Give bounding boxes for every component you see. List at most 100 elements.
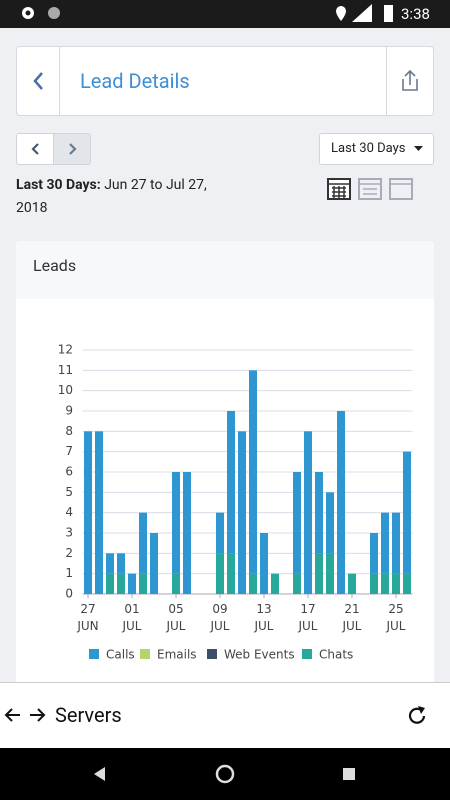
y-tick-label: 3 bbox=[65, 526, 73, 540]
x-tick-label-line: JUL bbox=[253, 619, 273, 633]
prev-button[interactable] bbox=[16, 133, 54, 165]
bar-segment bbox=[183, 472, 191, 594]
bar-segment bbox=[304, 431, 312, 594]
x-tick-label-line: 13 bbox=[256, 602, 271, 616]
x-tick-label-line: 01 bbox=[124, 602, 139, 616]
bar-segment bbox=[271, 573, 279, 594]
bar-segment bbox=[117, 553, 125, 574]
bar-segment bbox=[128, 573, 136, 594]
x-tick-label-line: JUL bbox=[297, 619, 317, 633]
status-icons bbox=[22, 4, 393, 22]
x-tick-label-line: 05 bbox=[168, 602, 183, 616]
bar-segment bbox=[326, 553, 334, 594]
bar-segment bbox=[172, 472, 180, 574]
x-tick-label-line: JUL bbox=[385, 619, 405, 633]
x-tick-label: 01 JUL bbox=[121, 602, 141, 633]
bar-segment bbox=[370, 533, 378, 574]
legend-label: Web Events bbox=[224, 648, 295, 662]
y-tick-label: 5 bbox=[65, 485, 73, 499]
bar-segment bbox=[139, 573, 147, 594]
bar-segment bbox=[216, 512, 224, 554]
y-tick-label: 0 bbox=[65, 587, 73, 601]
legend-label: Calls bbox=[106, 648, 135, 662]
legend-label: Emails bbox=[157, 648, 197, 662]
bar-segment bbox=[403, 451, 411, 574]
legend-swatch bbox=[140, 649, 150, 659]
bar-segment bbox=[315, 553, 323, 594]
home-key[interactable] bbox=[215, 764, 235, 784]
bar-segment bbox=[227, 411, 235, 554]
bar-segment bbox=[348, 573, 356, 594]
clock: 3:38 bbox=[401, 5, 430, 23]
nav-bar bbox=[0, 748, 450, 800]
x-tick-label-line: 27 bbox=[80, 602, 95, 616]
x-tick-label: 05 JUL bbox=[165, 602, 185, 633]
bar-segment bbox=[293, 573, 301, 594]
bar-segment bbox=[216, 553, 224, 594]
y-tick-label: 12 bbox=[58, 343, 73, 357]
y-tick-label: 4 bbox=[65, 505, 73, 519]
recents-key[interactable] bbox=[343, 768, 355, 780]
page-title: Lead Details bbox=[80, 69, 190, 93]
y-tick-label: 2 bbox=[65, 546, 73, 560]
y-tick-label: 1 bbox=[65, 566, 73, 580]
legend-label: Chats bbox=[319, 648, 353, 662]
back-key[interactable] bbox=[94, 767, 105, 781]
x-tick-label-line: JUL bbox=[121, 619, 141, 633]
x-tick-label: 09 JUL bbox=[209, 602, 229, 633]
bar-segment bbox=[249, 573, 257, 594]
header-card: Lead Details bbox=[16, 46, 434, 116]
y-tick-label: 9 bbox=[65, 404, 73, 418]
bar-segment bbox=[150, 533, 158, 594]
x-tick-label: 21 JUL bbox=[341, 602, 361, 633]
x-tick-label-line: JUN bbox=[76, 619, 98, 633]
bar-segment bbox=[370, 573, 378, 594]
x-tick-label-line: 09 bbox=[212, 602, 227, 616]
bar-segment bbox=[381, 512, 389, 574]
bar-segment bbox=[106, 573, 114, 594]
bar-segment bbox=[403, 573, 411, 594]
bar-segment bbox=[172, 573, 180, 594]
legend-swatch bbox=[302, 649, 312, 659]
x-tick-label: 13 JUL bbox=[253, 602, 273, 633]
y-tick-label: 7 bbox=[65, 444, 73, 458]
share-button[interactable] bbox=[386, 47, 433, 115]
date-range: Last 30 Days: Jun 27 to Jul 27, 2018 bbox=[16, 174, 226, 220]
bar-segment bbox=[337, 411, 345, 594]
date-range-value: Jun 27 to Jul 27, 2018 bbox=[16, 177, 207, 216]
bar-segment bbox=[227, 553, 235, 594]
bar-segment bbox=[106, 553, 114, 574]
bar-segment bbox=[293, 472, 301, 574]
range-dropdown[interactable]: Last 30 Days bbox=[319, 133, 434, 165]
x-tick-label-line: 17 bbox=[300, 602, 315, 616]
bar-segment bbox=[260, 533, 268, 594]
y-tick-label: 6 bbox=[65, 465, 73, 479]
bar-segment bbox=[117, 573, 125, 594]
x-tick-label-line: JUL bbox=[209, 619, 229, 633]
bar-segment bbox=[249, 370, 257, 574]
x-tick-label-line: 21 bbox=[344, 602, 359, 616]
reload-button[interactable] bbox=[404, 703, 430, 729]
x-tick-label-line: JUL bbox=[165, 619, 185, 633]
x-tick-label-line: JUL bbox=[341, 619, 361, 633]
bar-segment bbox=[392, 512, 400, 574]
y-tick-label: 10 bbox=[58, 383, 73, 397]
view-icons[interactable] bbox=[325, 174, 417, 202]
legend-swatch bbox=[207, 649, 217, 659]
bar-segment bbox=[95, 431, 103, 594]
date-range-label: Last 30 Days: bbox=[16, 177, 101, 193]
bar-segment bbox=[326, 492, 334, 554]
back-button[interactable] bbox=[17, 47, 60, 115]
bar-segment bbox=[315, 472, 323, 554]
nav-arrows[interactable] bbox=[4, 705, 50, 727]
bottom-bar: Servers bbox=[0, 682, 450, 749]
x-tick-label: 25 JUL bbox=[385, 602, 405, 633]
bar-segment bbox=[84, 431, 92, 594]
card-title: Leads bbox=[33, 256, 77, 275]
next-button[interactable] bbox=[53, 133, 91, 165]
y-tick-label: 11 bbox=[58, 363, 73, 377]
bar-segment bbox=[238, 431, 246, 594]
x-tick-label-line: 25 bbox=[388, 602, 403, 616]
